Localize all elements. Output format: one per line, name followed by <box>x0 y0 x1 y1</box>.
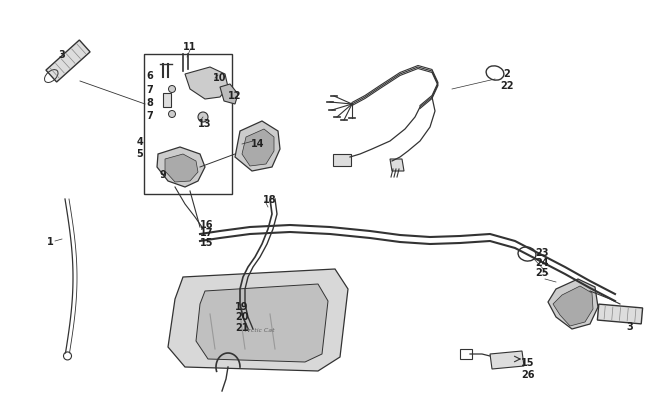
Polygon shape <box>168 269 348 371</box>
Text: 7: 7 <box>147 85 153 95</box>
Circle shape <box>168 86 176 93</box>
Text: 17: 17 <box>200 228 214 237</box>
Text: 6: 6 <box>147 71 153 81</box>
Polygon shape <box>242 130 274 166</box>
Text: 11: 11 <box>183 42 197 52</box>
Text: 5: 5 <box>136 149 144 159</box>
Text: 25: 25 <box>535 267 549 277</box>
Polygon shape <box>390 160 404 172</box>
Polygon shape <box>157 148 205 188</box>
Text: 2: 2 <box>504 69 510 79</box>
Polygon shape <box>165 155 198 183</box>
Text: 14: 14 <box>252 139 265 149</box>
Polygon shape <box>220 85 238 105</box>
Text: 15: 15 <box>521 357 535 367</box>
Text: 3: 3 <box>627 321 633 331</box>
Text: 19: 19 <box>235 301 249 311</box>
Text: 15: 15 <box>200 237 214 247</box>
Polygon shape <box>548 279 598 329</box>
Text: 26: 26 <box>521 369 535 379</box>
Text: 21: 21 <box>235 322 249 332</box>
Text: 10: 10 <box>213 73 227 83</box>
Text: 22: 22 <box>500 81 514 91</box>
Bar <box>163 94 171 108</box>
Polygon shape <box>185 68 228 100</box>
Polygon shape <box>196 284 328 362</box>
Polygon shape <box>597 305 643 324</box>
Text: 13: 13 <box>198 119 212 129</box>
Text: 8: 8 <box>146 98 153 108</box>
Polygon shape <box>553 286 593 326</box>
Text: 16: 16 <box>200 220 214 230</box>
Text: 23: 23 <box>535 247 549 257</box>
Circle shape <box>168 111 176 118</box>
Text: 20: 20 <box>235 311 249 321</box>
Text: 18: 18 <box>263 194 277 205</box>
Text: 12: 12 <box>228 91 242 101</box>
Circle shape <box>198 113 208 123</box>
Text: Arctic Cat: Arctic Cat <box>244 327 276 332</box>
Polygon shape <box>46 41 90 83</box>
Polygon shape <box>490 351 524 369</box>
Polygon shape <box>235 122 280 172</box>
Text: 4: 4 <box>136 136 144 147</box>
Text: 7: 7 <box>147 111 153 121</box>
Text: 9: 9 <box>160 170 166 179</box>
Bar <box>144 55 232 194</box>
Text: 1: 1 <box>47 237 53 246</box>
Text: 3: 3 <box>58 50 66 60</box>
Text: 24: 24 <box>535 257 549 267</box>
Bar <box>333 155 351 166</box>
